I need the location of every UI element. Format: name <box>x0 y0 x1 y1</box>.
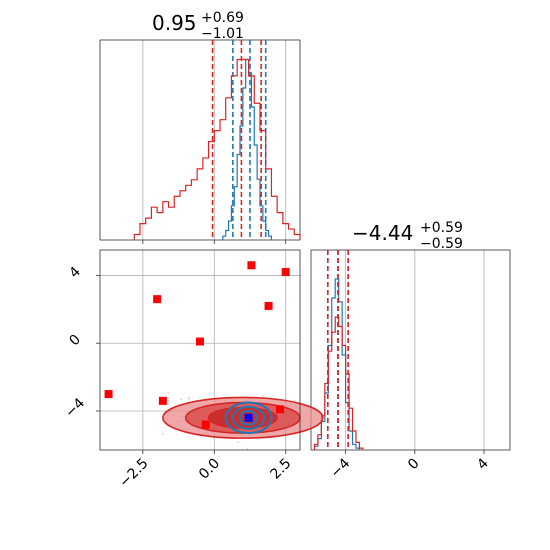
param1-histogram-panel <box>99 39 301 244</box>
red-contour <box>207 406 278 429</box>
param2-title: −4.44 +0.59 −0.59 <box>352 220 463 252</box>
x-tick-label: 2.5 <box>267 456 294 483</box>
blue-histogram-step <box>222 58 273 240</box>
red-square-marker <box>158 396 167 405</box>
panel-frame <box>99 249 301 451</box>
x-tick-label: 0 <box>405 456 423 474</box>
x-tick-label: −2.5 <box>116 456 151 491</box>
blue-contour <box>231 405 266 430</box>
blue-contour <box>224 401 273 435</box>
red-square-marker <box>104 390 113 399</box>
sample-point <box>237 440 240 443</box>
sample-point <box>167 392 170 394</box>
panel-frame <box>310 249 511 451</box>
sample-point <box>162 432 165 435</box>
y-tick-label: 4 <box>66 264 84 282</box>
blue-contour <box>239 410 259 426</box>
red-square-marker <box>264 301 273 310</box>
param2-title-upper: +0.59 <box>420 220 463 236</box>
sample-point <box>293 399 296 402</box>
param2-title-value: −4.44 <box>352 221 413 245</box>
x-tick-label: 0.0 <box>196 456 223 483</box>
sample-point <box>187 396 190 399</box>
param1-title-value: 0.95 <box>152 11 197 35</box>
param1-title-lower: −1.01 <box>201 26 244 42</box>
red-square-marker <box>247 261 256 270</box>
y-tick-label: −4 <box>62 395 88 421</box>
red-square-marker <box>201 420 210 429</box>
red-square-marker <box>281 268 290 277</box>
red-square-marker <box>276 405 284 414</box>
param1-title-upper: +0.69 <box>201 10 244 26</box>
red-square-marker <box>196 337 204 346</box>
red-histogram-step <box>133 58 301 240</box>
sample-point <box>180 398 183 401</box>
joint-scatter-panel: −2.5 0.0 2.5 −4 0 4 <box>62 249 324 491</box>
red-square-marker <box>153 295 162 304</box>
param2-title-lower: −0.59 <box>420 236 463 252</box>
blue-square-marker <box>244 413 253 422</box>
sample-point <box>262 395 264 397</box>
x-tick-label: −4 <box>328 455 354 481</box>
param2-histogram-panel: −4 0 4 <box>310 249 511 481</box>
x-tick-label: 4 <box>474 455 492 473</box>
y-tick-label: 0 <box>66 332 84 350</box>
sample-point <box>168 399 171 402</box>
sample-point <box>284 397 287 400</box>
param1-title: 0.95 +0.69 −1.01 <box>152 10 244 42</box>
panel-frame <box>99 39 301 241</box>
